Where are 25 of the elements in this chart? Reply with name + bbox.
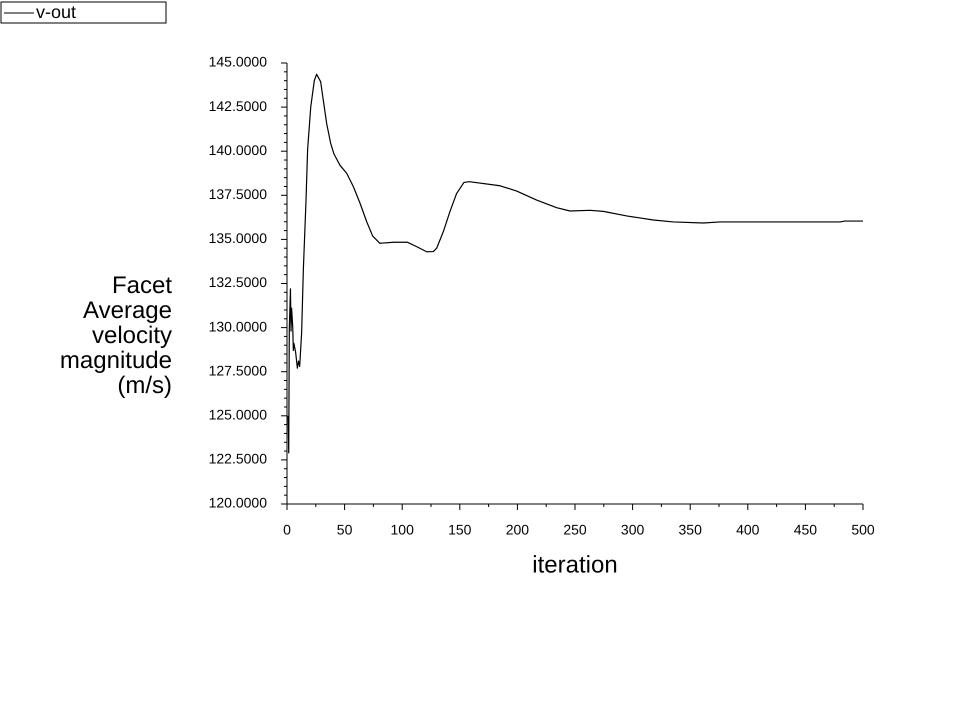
y-tick-label: 130.0000	[208, 318, 268, 334]
x-tick-label: 350	[678, 522, 702, 538]
y-tick-label: 122.5000	[208, 450, 268, 467]
y-tick-label: 132.5000	[208, 274, 268, 290]
y-tick-label: 125.0000	[208, 406, 268, 423]
x-tick-label: 150	[448, 522, 472, 538]
y-tick-label: 140.0000	[208, 142, 268, 158]
y-tick-label: 120.0000	[208, 494, 268, 511]
y-tick-label: 142.5000	[208, 98, 268, 114]
x-tick-label: 400	[736, 522, 760, 538]
x-tick-label: 50	[336, 522, 353, 538]
x-tick-label: 300	[620, 522, 644, 538]
x-tick-label: 200	[506, 522, 530, 538]
x-axis-title: iteration	[532, 551, 618, 578]
legend-label: v-out	[36, 2, 76, 22]
x-tick-label: 500	[851, 522, 875, 538]
y-axis-title: Facet Average velocity magnitude (m/s)	[60, 272, 172, 399]
x-tick-label: 0	[283, 522, 292, 538]
y-tick-label: 135.0000	[208, 230, 268, 246]
y-tick-label: 145.0000	[208, 54, 268, 70]
y-tick-label: 137.5000	[208, 186, 268, 202]
x-tick-label: 450	[794, 522, 818, 538]
y-tick-label: 127.5000	[208, 362, 268, 378]
x-tick-label: 250	[563, 522, 587, 538]
x-tick-label: 100	[390, 522, 414, 538]
